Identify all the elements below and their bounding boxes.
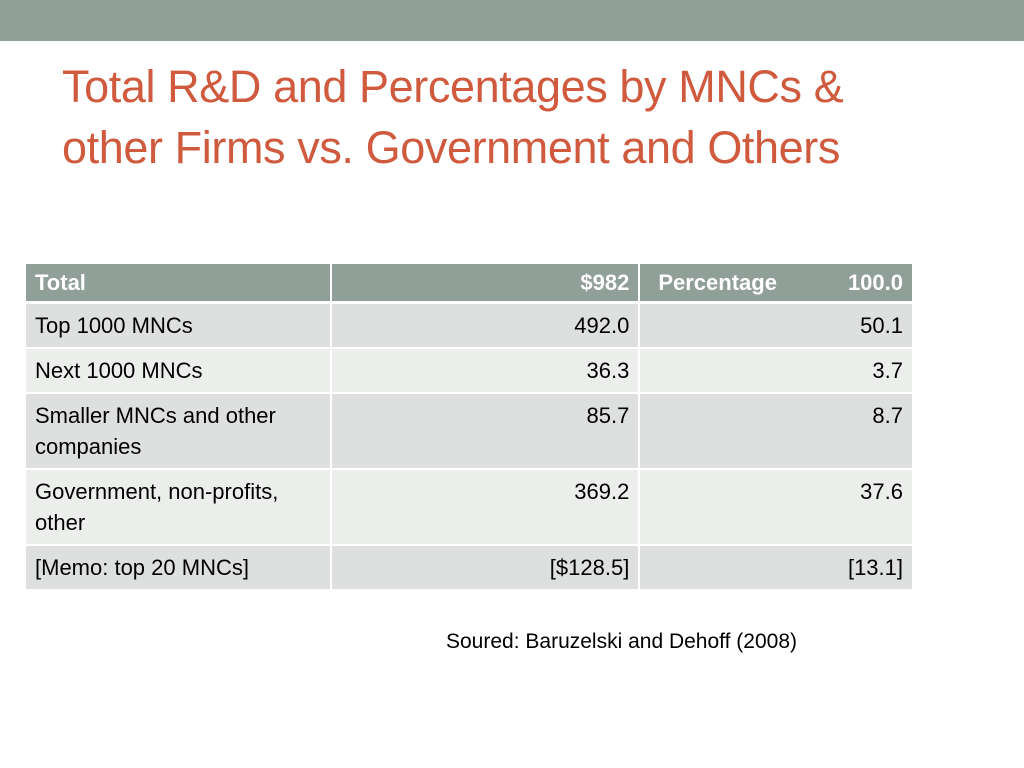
- header-total-label: Total: [26, 264, 333, 304]
- row-amount: 85.7: [332, 394, 641, 470]
- row-percentage: 50.1: [640, 304, 912, 349]
- row-label: Next 1000 MNCs: [26, 349, 333, 394]
- row-amount: 492.0: [332, 304, 641, 349]
- table-row: Top 1000 MNCs 492.0 50.1: [26, 304, 912, 349]
- table-row: [Memo: top 20 MNCs] [$128.5] [13.1]: [26, 546, 912, 591]
- row-amount: [$128.5]: [332, 546, 641, 591]
- top-decorative-band: [0, 0, 1024, 41]
- table-row: Next 1000 MNCs 36.3 3.7: [26, 349, 912, 394]
- row-percentage: 3.7: [640, 349, 912, 394]
- slide-title-line-1: Total R&D and Percentages by MNCs &: [62, 61, 844, 112]
- slide-title: Total R&D and Percentages by MNCs & other…: [62, 56, 982, 178]
- row-label: [Memo: top 20 MNCs]: [26, 546, 333, 591]
- header-percentage-label: Percentage: [658, 270, 777, 295]
- row-label: Smaller MNCs and other companies: [26, 394, 333, 470]
- row-percentage: [13.1]: [640, 546, 912, 591]
- row-amount: 36.3: [332, 349, 641, 394]
- row-percentage: 37.6: [640, 470, 912, 546]
- slide-title-line-2: other Firms vs. Government and Others: [62, 122, 840, 173]
- header-percentage-cell: Percentage 100.0: [640, 264, 912, 304]
- table-row: Smaller MNCs and other companies 85.7 8.…: [26, 394, 912, 470]
- row-label: Top 1000 MNCs: [26, 304, 333, 349]
- table-header-row: Total $982 Percentage 100.0: [26, 264, 912, 304]
- row-percentage: 8.7: [640, 394, 912, 470]
- header-total-amount: $982: [332, 264, 641, 304]
- row-label: Government, non-profits, other: [26, 470, 333, 546]
- header-percentage-value: 100.0: [847, 270, 903, 295]
- rnd-table: Total $982 Percentage 100.0 Top 1000 MNC…: [26, 264, 912, 591]
- row-amount: 369.2: [332, 470, 641, 546]
- table-row: Government, non-profits, other 369.2 37.…: [26, 470, 912, 546]
- source-citation: Soured: Baruzelski and Dehoff (2008): [446, 630, 797, 653]
